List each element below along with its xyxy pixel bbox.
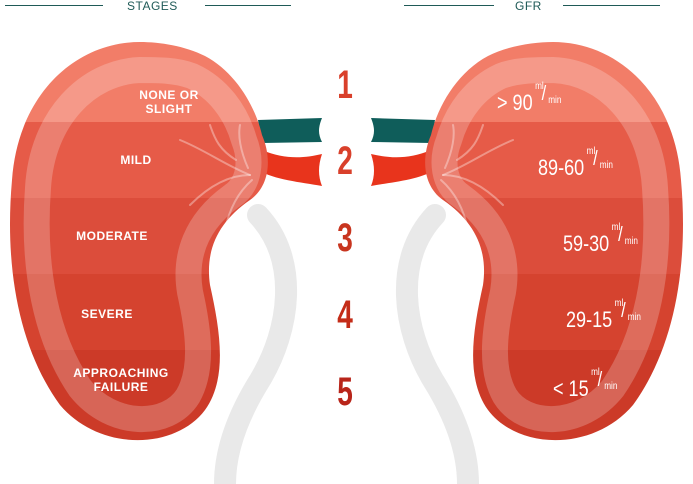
- stages-rule-right: [205, 5, 291, 6]
- stage-1-label-line-2: SLIGHT: [145, 102, 193, 116]
- stage-1-label: NONE OR SLIGHT: [94, 88, 244, 116]
- stage-1-label-line-1: NONE OR: [139, 88, 199, 102]
- stage-3-number: 3: [337, 216, 353, 260]
- stage-5-gfr: < 15 ml / min: [553, 367, 618, 401]
- right-artery: [371, 150, 435, 186]
- gfr-unit: ml / min: [611, 222, 638, 247]
- left-vein: [258, 118, 322, 143]
- stage-4-gfr-value: 29-15: [566, 307, 613, 332]
- right-vein: [371, 118, 435, 143]
- gfr-unit: ml / min: [535, 81, 562, 106]
- stage-3-label-line-1: MODERATE: [76, 229, 148, 243]
- stage-5-gfr-value: < 15: [553, 376, 589, 401]
- gfr-unit: ml / min: [591, 367, 618, 392]
- stage-2-number: 2: [337, 139, 353, 183]
- stage-2-gfr: 89-60 ml / min: [538, 146, 613, 180]
- stage-1-gfr: > 90 ml / min: [497, 81, 562, 115]
- stage-2-label: MILD: [61, 153, 211, 167]
- stages-rule-left: [5, 5, 103, 6]
- right-ureter: [396, 204, 479, 484]
- stage-3-gfr: 59-30 ml / min: [563, 222, 638, 256]
- left-artery: [258, 150, 322, 186]
- stage-1-number: 1: [337, 63, 353, 107]
- stage-3-gfr-value: 59-30: [563, 231, 610, 256]
- stage-5-number: 5: [337, 370, 353, 414]
- gfr-unit: ml / min: [614, 298, 641, 323]
- stage-2-gfr-value: 89-60: [538, 155, 585, 180]
- left-ureter: [214, 204, 297, 484]
- stage-4-label: SEVERE: [32, 307, 182, 321]
- stage-1-gfr-value: > 90: [497, 90, 533, 115]
- stage-5-label: APPROACHING FAILURE: [46, 366, 196, 394]
- stage-4-number: 4: [337, 293, 353, 337]
- stage-2-label-line-1: MILD: [120, 153, 152, 167]
- gfr-unit: ml / min: [586, 146, 613, 171]
- stage-3-label: MODERATE: [37, 229, 187, 243]
- stages-header: STAGES: [127, 0, 178, 13]
- stage-4-label-line-1: SEVERE: [81, 307, 133, 321]
- stage-4-gfr: 29-15 ml / min: [566, 298, 641, 332]
- gfr-header: GFR: [515, 0, 542, 13]
- stage-5-label-line-2: FAILURE: [93, 380, 149, 394]
- stage-5-label-line-1: APPROACHING: [73, 366, 169, 380]
- gfr-rule-right: [563, 5, 660, 6]
- gfr-rule-left: [404, 5, 494, 6]
